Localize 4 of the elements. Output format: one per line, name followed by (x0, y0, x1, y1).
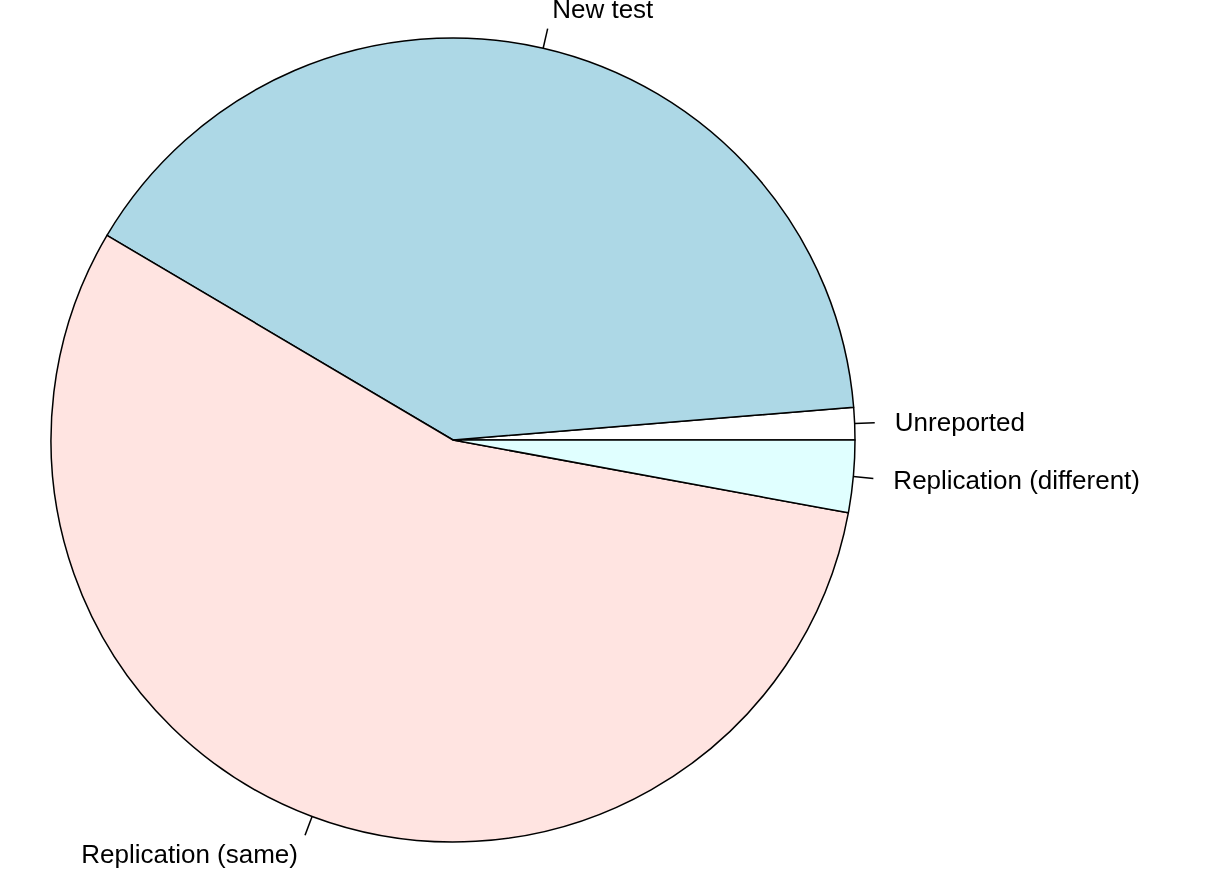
slice-label: Unreported (894, 407, 1025, 438)
slice-label: Replication (different) (893, 465, 1141, 496)
slice-label: New test (552, 0, 655, 25)
slice-label: Replication (same) (81, 839, 298, 870)
